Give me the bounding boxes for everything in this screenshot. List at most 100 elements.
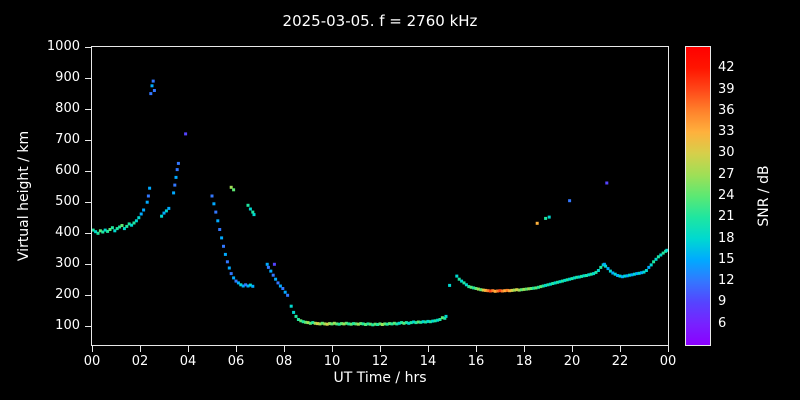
scatter-point (539, 285, 543, 289)
scatter-point (628, 273, 632, 277)
scatter-point (368, 322, 372, 326)
colorbar-tick-label: 24 (718, 188, 735, 203)
colorbar (685, 46, 711, 346)
scatter-point (649, 263, 653, 267)
scatter-point (325, 322, 329, 326)
scatter-point (665, 248, 668, 252)
scatter-point (630, 273, 634, 277)
scatter-point (488, 289, 492, 293)
scatter-point (635, 272, 639, 276)
scatter-point (421, 320, 425, 324)
x-tick-label: 04 (179, 354, 197, 369)
x-tick-label: 00 (83, 354, 101, 369)
scatter-point (227, 266, 231, 270)
scatter-point (541, 284, 545, 288)
scatter-point (160, 214, 164, 218)
scatter-point (428, 320, 432, 324)
scatter-point (371, 323, 375, 327)
scatter-point (397, 321, 401, 325)
y-tick-label: 500 (55, 194, 80, 210)
scatter-point (101, 230, 105, 234)
scatter-point (656, 255, 660, 259)
scatter-point (294, 314, 298, 318)
scatter-point (313, 321, 317, 325)
scatter-point (212, 202, 216, 206)
scatter-point (361, 322, 365, 326)
scatter-point (589, 272, 593, 276)
scatter-point (328, 322, 332, 326)
colorbar-tick-label: 6 (718, 315, 727, 331)
x-tick-label: 16 (467, 354, 485, 369)
scatter-point (481, 288, 485, 292)
scatter-point (248, 207, 252, 211)
colorbar-axis-label: SNR / dB (756, 165, 772, 227)
scatter-point (524, 287, 528, 291)
scatter-point (340, 322, 344, 326)
y-tick-label: 200 (55, 287, 80, 303)
scatter-point (301, 320, 305, 324)
scatter-point (244, 283, 248, 287)
y-axis-label: Virtual height / km (16, 130, 32, 262)
scatter-point (337, 322, 341, 326)
scatter-point (376, 323, 380, 326)
scatter-point (602, 262, 606, 266)
scatter-point (248, 283, 252, 287)
scatter-point (103, 228, 107, 232)
scatter-point (139, 212, 143, 216)
scatter-point (431, 319, 435, 323)
scatter-point (500, 289, 504, 293)
x-tick-mark (91, 346, 93, 352)
scatter-point (113, 229, 117, 233)
scatter-point (457, 277, 461, 281)
scatter-point (620, 275, 624, 279)
scatter-point (271, 273, 275, 277)
scatter-point (304, 320, 308, 324)
scatter-point (320, 321, 324, 325)
x-tick-mark (235, 346, 237, 352)
scatter-point (210, 194, 214, 198)
scatter-point (568, 199, 572, 203)
scatter-point (436, 318, 440, 322)
scatter-point (544, 283, 548, 287)
scatter-point (274, 277, 278, 281)
scatter-point (644, 269, 648, 272)
scatter-point (558, 280, 562, 284)
scatter-point (520, 288, 524, 292)
scatter-point (234, 279, 238, 283)
scatter-point (444, 314, 448, 318)
scatter-point (547, 215, 551, 219)
scatter-point (220, 236, 224, 240)
colorbar-tick-label: 15 (718, 251, 735, 267)
scatter-point (517, 288, 521, 292)
scatter-point (510, 288, 514, 292)
scatter-point (332, 321, 336, 325)
scatter-point (236, 281, 240, 285)
scatter-point (150, 84, 154, 88)
x-tick-mark (379, 346, 381, 352)
x-tick-mark (523, 346, 525, 352)
scatter-point (484, 288, 488, 292)
scatter-point (175, 168, 179, 172)
scatter-point (575, 275, 579, 279)
x-tick-label: 00 (659, 354, 677, 369)
scatter-point (604, 264, 608, 268)
scatter-point (565, 278, 569, 282)
scatter-point (407, 321, 411, 325)
colorbar-tick-label: 33 (718, 124, 735, 140)
scatter-point (229, 185, 233, 189)
scatter-point (344, 321, 348, 325)
scatter-point (356, 322, 360, 326)
scatter-point (148, 186, 152, 190)
y-tick-label: 300 (55, 256, 80, 272)
scatter-point (503, 289, 507, 293)
scatter-point (286, 293, 290, 297)
x-tick-mark (427, 346, 429, 352)
scatter-point (162, 211, 166, 215)
scatter-point (462, 281, 466, 285)
scatter-point (642, 270, 646, 274)
scatter-point (496, 289, 500, 293)
scatter-point (246, 284, 250, 288)
x-tick-label: 02 (131, 354, 149, 369)
scatter-point (464, 283, 468, 287)
scatter-point (647, 265, 651, 269)
